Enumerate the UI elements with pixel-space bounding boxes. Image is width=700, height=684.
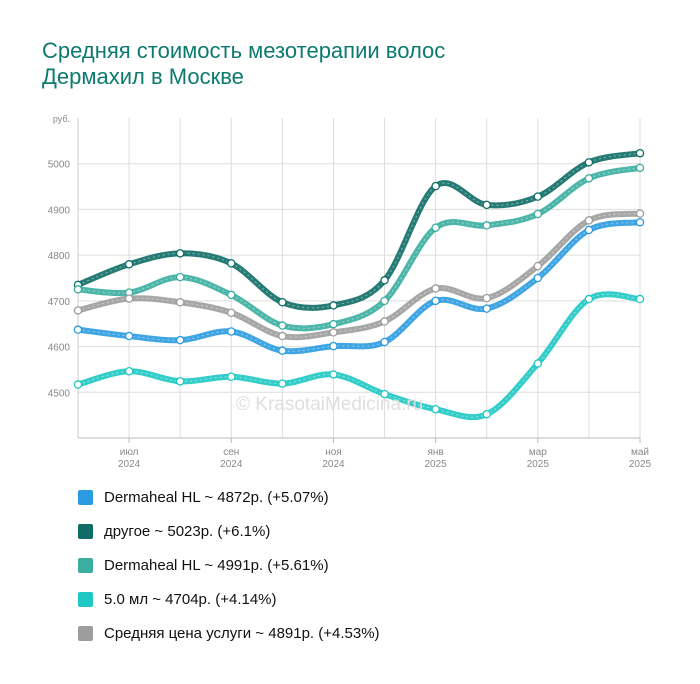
- data-point: [175, 272, 185, 282]
- data-point: [635, 209, 645, 218]
- series-line-2: [75, 150, 643, 311]
- data-point: [278, 331, 287, 341]
- data-point: [380, 317, 389, 326]
- data-point: [431, 181, 440, 191]
- legend-label: другое ~ 5023р. (+6.1%): [104, 523, 271, 540]
- data-point: [175, 335, 185, 345]
- y-tick-label: 4500: [48, 388, 71, 399]
- legend-swatch: [78, 490, 93, 505]
- data-point: [533, 359, 543, 368]
- data-point: [533, 192, 543, 201]
- data-point: [329, 341, 338, 351]
- data-point: [227, 259, 236, 268]
- data-point: [380, 296, 389, 306]
- data-point: [533, 209, 543, 219]
- legend-swatch: [78, 558, 93, 573]
- data-point: [329, 319, 338, 329]
- data-point: [533, 273, 543, 283]
- data-point: [278, 379, 287, 388]
- data-point: [227, 327, 236, 336]
- x-tick-month-label: сен: [223, 447, 239, 458]
- data-point: [73, 380, 83, 389]
- data-point: [227, 372, 236, 381]
- x-tick-year-label: 2025: [425, 459, 448, 470]
- data-point: [175, 377, 185, 386]
- data-point: [175, 297, 185, 307]
- data-point: [482, 293, 491, 303]
- data-point: [73, 285, 83, 294]
- data-point: [584, 158, 594, 167]
- data-point: [278, 321, 287, 330]
- data-point: [431, 284, 440, 293]
- data-point: [73, 325, 83, 334]
- data-point: [227, 290, 236, 300]
- data-point: [124, 367, 134, 376]
- data-point: [635, 148, 645, 158]
- data-point: [482, 304, 491, 313]
- chart-title: Средняя стоимость мезотерапии волос Дерм…: [42, 38, 642, 90]
- series-line-texture-1: [77, 221, 641, 352]
- series-line-texture-2: [77, 152, 641, 309]
- data-point: [73, 306, 83, 315]
- data-point: [380, 389, 389, 399]
- x-tick-year-label: 2025: [629, 459, 652, 470]
- legend-label: Средняя цена услуги ~ 4891р. (+4.53%): [104, 625, 380, 642]
- legend-swatch: [78, 626, 93, 641]
- data-point: [278, 297, 287, 307]
- data-point: [584, 216, 594, 225]
- legend-label: 5.0 мл ~ 4704р. (+4.14%): [104, 591, 277, 608]
- data-point: [482, 221, 491, 230]
- data-point: [635, 294, 645, 304]
- data-point: [227, 308, 236, 317]
- data-point: [635, 217, 645, 227]
- y-unit-label: руб.: [53, 114, 70, 124]
- data-point: [380, 337, 389, 347]
- x-tick-month-label: ноя: [325, 447, 342, 458]
- series-line-1: [75, 219, 643, 355]
- legend-label: Dermaheal HL ~ 4872р. (+5.07%): [104, 489, 329, 506]
- x-tick-month-label: май: [631, 447, 649, 458]
- y-tick-label: 5000: [48, 160, 71, 171]
- data-point: [124, 331, 134, 341]
- chart-title-line-1: Средняя стоимость мезотерапии волос: [42, 38, 446, 63]
- x-tick-year-label: 2024: [220, 459, 243, 470]
- data-point: [533, 261, 543, 271]
- data-point: [124, 260, 134, 269]
- data-point: [278, 346, 287, 355]
- x-tick-month-label: янв: [428, 447, 444, 458]
- x-tick-year-label: 2024: [322, 459, 345, 470]
- data-point: [124, 294, 134, 303]
- y-tick-label: 4600: [48, 343, 71, 354]
- data-point: [329, 328, 338, 337]
- x-tick-month-label: июл: [120, 447, 139, 458]
- data-point: [482, 409, 491, 419]
- legend-swatch: [78, 592, 93, 607]
- watermark: © KrasotaiMedicina.ru: [236, 394, 424, 415]
- data-point: [329, 370, 338, 379]
- legend-swatch: [78, 524, 93, 539]
- data-point: [584, 225, 594, 235]
- legend-label: Dermaheal HL ~ 4991р. (+5.61%): [104, 557, 329, 574]
- x-tick-year-label: 2025: [527, 459, 550, 470]
- data-point: [431, 404, 440, 414]
- y-tick-label: 4700: [48, 297, 71, 308]
- data-point: [431, 296, 440, 306]
- data-point: [175, 249, 185, 258]
- series-line-texture-4: [77, 293, 641, 418]
- y-tick-label: 4900: [48, 205, 71, 216]
- y-tick-label: 4800: [48, 251, 71, 262]
- chart-title-line-2: Дермахил в Москве: [42, 64, 244, 89]
- data-point: [431, 223, 440, 232]
- data-point: [380, 276, 389, 285]
- x-tick-year-label: 2024: [118, 459, 141, 470]
- data-point: [635, 163, 645, 173]
- data-point: [584, 294, 594, 304]
- data-point: [482, 200, 491, 210]
- data-point: [329, 301, 338, 310]
- x-tick-month-label: мар: [529, 447, 547, 458]
- data-point: [584, 174, 594, 183]
